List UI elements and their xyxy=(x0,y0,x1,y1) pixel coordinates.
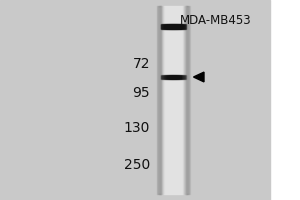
Bar xyxy=(160,6,186,194)
Text: 95: 95 xyxy=(132,86,150,100)
Text: 72: 72 xyxy=(133,57,150,71)
Polygon shape xyxy=(194,72,204,82)
Text: 250: 250 xyxy=(124,158,150,172)
Text: MDA-MB453: MDA-MB453 xyxy=(180,14,252,27)
Text: 130: 130 xyxy=(124,121,150,135)
